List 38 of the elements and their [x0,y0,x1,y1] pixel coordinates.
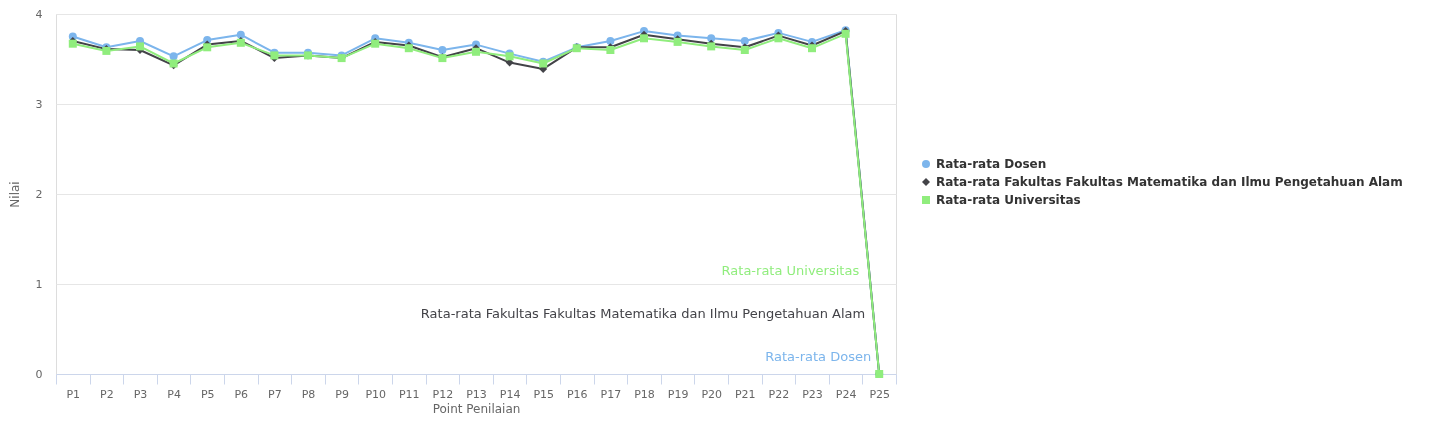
x-tick-label: P20 [701,387,723,401]
x-tick-label: P9 [335,387,349,401]
x-tick-label: P2 [100,387,114,401]
y-tick-label: 0 [35,367,43,381]
text: Rata-rata Dosen [765,349,872,364]
x-tick-label: P8 [301,387,316,401]
x-tick-label: P17 [600,387,622,401]
x-tick-label: P7 [268,387,282,401]
x-tick-label: P5 [200,387,215,401]
text: Rata-rata Universitas [721,263,860,278]
x-axis-title: Point Penilaian [432,401,521,416]
x-tick-label: P25 [869,387,891,401]
x-tick-label: P19 [667,387,689,401]
legend-label: Rata-rata Universitas [936,193,1081,207]
x-tick-label: P24 [835,387,857,401]
x-tick-label: P23 [802,387,823,401]
x-tick-label: P22 [768,387,790,401]
x-tick-label: P12 [432,387,454,401]
text: Rata-rata Fakultas Fakultas Matematika dan Ilmu Pengetahuan Alam [420,306,866,321]
x-tick-label: P16 [566,387,588,401]
x-tick-label: P4 [167,387,181,401]
legend-label: Rata-rata Fakultas Fakultas Matematika dan Ilmu Pengetahuan Alam [936,175,1403,189]
x-tick-label: P6 [234,387,249,401]
x-tick-label: P10 [365,387,387,401]
y-tick-label: 3 [35,97,43,111]
x-tick-label: P18 [634,387,655,401]
x-tick-label: P21 [734,387,756,401]
x-tick-label: P13 [466,387,487,401]
y-tick-label: 4 [35,7,43,21]
x-tick-label: P3 [133,387,148,401]
y-axis-title: Nilai [7,181,22,208]
x-tick-label: P15 [533,387,555,401]
x-tick-label: P11 [398,387,420,401]
legend-label: Rata-rata Dosen [936,157,1047,171]
y-tick-label: 1 [35,277,43,291]
x-tick-label: P14 [499,387,521,401]
y-tick-label: 2 [35,187,43,201]
x-tick-label: P1 [66,387,81,401]
